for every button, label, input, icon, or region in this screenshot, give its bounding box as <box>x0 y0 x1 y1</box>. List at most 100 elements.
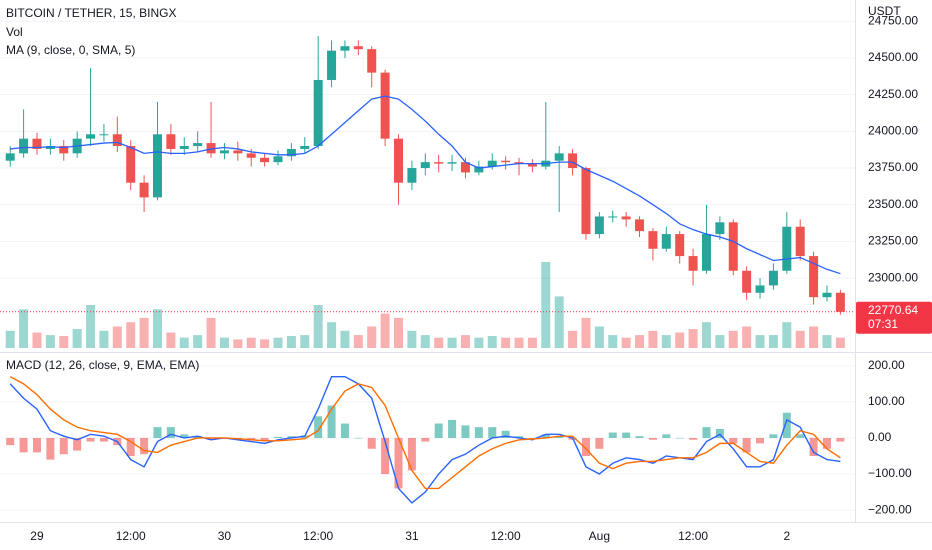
volume-bar <box>621 337 631 348</box>
histogram-bar <box>608 432 617 438</box>
histogram-bar <box>287 436 296 438</box>
volume-bar <box>514 337 524 348</box>
x-tick-label: Aug <box>589 529 610 543</box>
volume-bar <box>340 330 350 348</box>
histogram-bar <box>19 437 28 453</box>
x-tick-label: 30 <box>218 529 232 543</box>
histogram-bar <box>648 437 657 440</box>
volume-bar <box>541 262 551 348</box>
volume-bar <box>447 337 457 348</box>
volume-bar <box>260 339 270 348</box>
histogram-bar <box>756 437 765 444</box>
candle-body <box>715 222 725 235</box>
volume-bar <box>152 309 162 348</box>
candle-body <box>742 270 752 293</box>
histogram-bar <box>822 437 831 449</box>
y-tick-label: 24250.00 <box>868 87 918 101</box>
histogram-bar <box>381 437 390 475</box>
volume-bar <box>460 335 470 348</box>
volume-bar <box>179 337 189 348</box>
x-tick-label: 12:00 <box>116 529 146 543</box>
volume-bar <box>5 330 15 348</box>
candle-body <box>822 292 832 298</box>
candle-body <box>45 146 55 149</box>
volume-bar <box>809 326 819 348</box>
histogram-bar <box>86 437 95 442</box>
candle-body <box>460 162 470 173</box>
candle-body <box>394 138 404 183</box>
x-tick-label: 29 <box>30 529 44 543</box>
volume-bar <box>19 309 29 348</box>
candle-body <box>474 166 484 173</box>
histogram-bar <box>314 416 323 438</box>
volume-bar <box>99 330 109 348</box>
volume-bar <box>474 337 484 348</box>
macd-line <box>9 376 841 490</box>
candle-body <box>608 216 618 218</box>
candle-body <box>233 150 243 154</box>
y-tick-label: 23000.00 <box>868 270 918 284</box>
candle-body <box>568 153 578 169</box>
x-tick-label: 12:00 <box>303 529 333 543</box>
y-tick-label: 23500.00 <box>868 197 918 211</box>
histogram-bar <box>421 437 430 442</box>
candle-body <box>728 222 738 271</box>
histogram-bar <box>73 437 82 451</box>
volume-bar <box>527 337 537 348</box>
histogram-bar <box>742 437 751 453</box>
histogram-bar <box>675 437 684 439</box>
chart-title: BITCOIN / TETHER, 15, BINGX <box>6 6 176 20</box>
candle-body <box>407 168 417 183</box>
y-tick-label: 23750.00 <box>868 160 918 174</box>
candle-body <box>367 49 377 73</box>
candle-body <box>286 148 296 157</box>
candle-body <box>152 134 162 198</box>
candle-body <box>5 153 15 161</box>
histogram-bar <box>702 427 711 438</box>
histogram-bar <box>367 437 376 449</box>
candle-body <box>126 146 136 183</box>
volume-bar <box>782 322 792 348</box>
candle-body <box>688 256 698 271</box>
y-tick-label: −200.00 <box>868 502 912 516</box>
candle-body <box>501 160 511 163</box>
histogram-bar <box>769 434 778 438</box>
volume-bar <box>701 322 711 348</box>
indicator-label: MACD (12, 26, close, 9, EMA, EMA) <box>6 358 199 372</box>
volume-bar <box>126 322 136 348</box>
y-tick-label: 24750.00 <box>868 13 918 27</box>
volume-bar <box>394 317 404 348</box>
volume-bar <box>273 337 283 348</box>
candle-body <box>32 138 42 149</box>
candle-body <box>434 162 444 164</box>
histogram-bar <box>622 432 631 438</box>
histogram-bar <box>715 428 724 438</box>
candle-body <box>795 226 805 257</box>
volume-bar <box>380 313 390 348</box>
histogram-bar <box>126 437 135 456</box>
candle-body <box>166 134 176 149</box>
volume-bar <box>86 305 96 348</box>
y-tick-label: 0.00 <box>868 430 892 444</box>
candle-body <box>581 168 591 235</box>
candle-body <box>353 46 363 50</box>
volume-bar <box>822 335 832 348</box>
candle-body <box>621 216 631 220</box>
candle-body <box>701 234 711 271</box>
volume-bar <box>715 335 725 348</box>
ma-line <box>10 95 841 275</box>
candle-body <box>206 143 216 154</box>
candle-body <box>675 234 685 257</box>
candle-body <box>246 153 256 158</box>
volume-bar <box>246 337 256 348</box>
y-tick-label: 24000.00 <box>868 124 918 138</box>
x-tick-label: 2 <box>783 529 790 543</box>
volume-bar <box>795 330 805 348</box>
volume-bar <box>635 335 645 348</box>
histogram-bar <box>340 423 349 438</box>
volume-bar <box>72 329 82 348</box>
candle-body <box>755 285 765 293</box>
volume-bar <box>742 326 752 348</box>
histogram-bar <box>153 427 162 438</box>
